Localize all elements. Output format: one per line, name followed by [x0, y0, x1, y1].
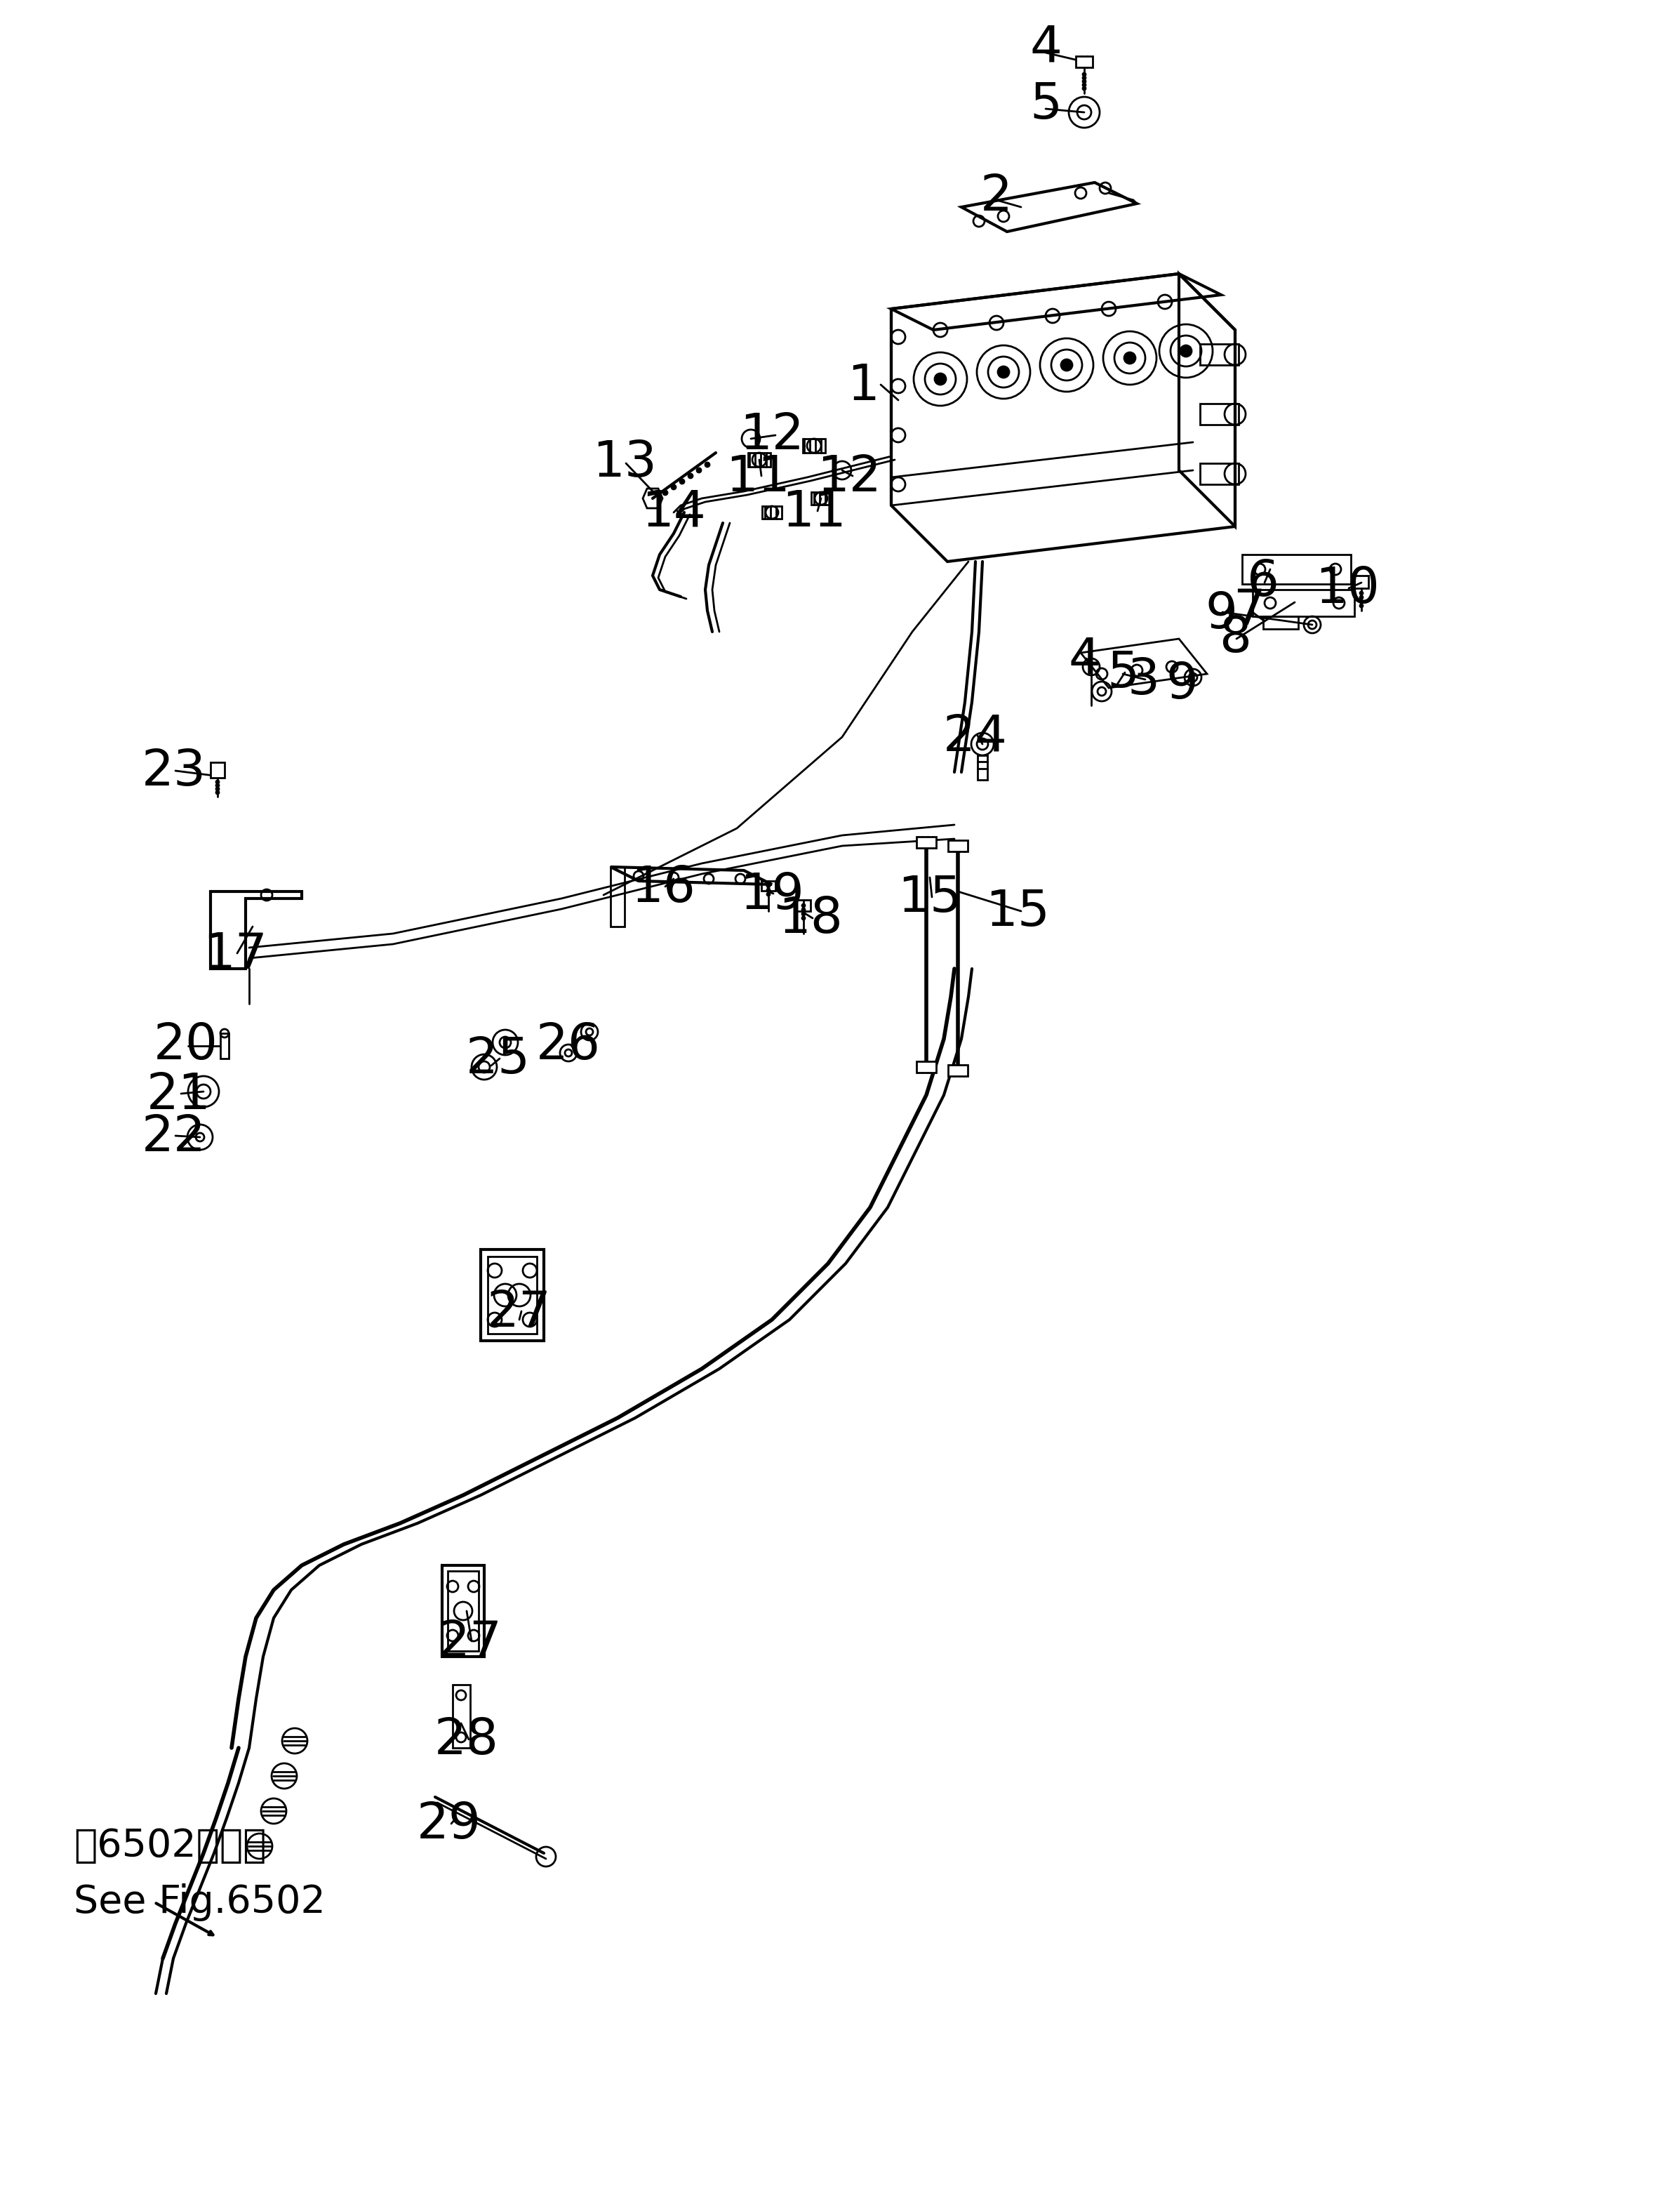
Bar — [480, 1249, 544, 1341]
Circle shape — [664, 490, 667, 494]
Text: 3: 3 — [1127, 656, 1159, 705]
Circle shape — [768, 893, 769, 895]
Bar — [796, 899, 810, 910]
Circle shape — [1181, 346, 1191, 357]
Text: 1: 1 — [847, 361, 879, 411]
Circle shape — [1361, 604, 1362, 608]
Bar — [1253, 589, 1354, 617]
Text: 23: 23 — [141, 748, 207, 796]
Circle shape — [689, 475, 692, 477]
Circle shape — [217, 788, 218, 790]
Bar — [220, 1033, 228, 1059]
Bar — [487, 1256, 538, 1335]
Bar — [1242, 554, 1351, 584]
Text: 27: 27 — [487, 1289, 551, 1337]
Circle shape — [1361, 595, 1362, 600]
Text: 9: 9 — [1166, 661, 1198, 709]
Text: 24: 24 — [942, 713, 1008, 761]
Text: 18: 18 — [778, 895, 843, 943]
Circle shape — [1084, 81, 1085, 83]
Circle shape — [1124, 352, 1136, 363]
Circle shape — [801, 904, 805, 908]
Bar — [1075, 57, 1092, 68]
Bar — [748, 453, 771, 466]
Text: 2: 2 — [981, 173, 1013, 221]
Bar — [210, 761, 225, 777]
Bar — [948, 1066, 968, 1076]
Bar — [1200, 344, 1238, 365]
Text: 12: 12 — [816, 453, 882, 501]
Text: 4: 4 — [1030, 24, 1062, 72]
Text: 13: 13 — [593, 440, 657, 488]
Circle shape — [1084, 72, 1085, 77]
Text: 14: 14 — [642, 488, 706, 536]
Circle shape — [697, 468, 701, 473]
Text: 10: 10 — [1315, 565, 1379, 615]
Bar — [917, 836, 936, 849]
Circle shape — [1062, 359, 1072, 370]
Bar — [452, 1685, 470, 1748]
Text: 9: 9 — [1205, 591, 1236, 639]
Text: 8: 8 — [1220, 615, 1252, 663]
Text: 15: 15 — [897, 875, 963, 923]
Text: See Fig.6502: See Fig.6502 — [74, 1884, 326, 1921]
Circle shape — [801, 908, 805, 910]
Circle shape — [1084, 77, 1085, 79]
Circle shape — [768, 888, 769, 891]
Circle shape — [1361, 591, 1362, 595]
Circle shape — [801, 912, 805, 915]
Text: 22: 22 — [141, 1114, 207, 1162]
Text: 15: 15 — [984, 888, 1050, 936]
Text: 19: 19 — [739, 871, 805, 919]
Circle shape — [934, 374, 946, 385]
Text: 11: 11 — [726, 453, 790, 501]
Circle shape — [801, 917, 805, 919]
Text: 25: 25 — [465, 1035, 531, 1085]
Text: 17: 17 — [203, 930, 267, 978]
Bar — [803, 440, 825, 453]
Text: 21: 21 — [146, 1070, 212, 1120]
Text: 4: 4 — [1068, 637, 1100, 685]
Bar — [1200, 403, 1238, 424]
Bar — [811, 492, 832, 505]
Bar — [1354, 575, 1369, 589]
Circle shape — [672, 486, 675, 490]
Bar — [761, 882, 776, 891]
Text: 5: 5 — [1107, 650, 1139, 698]
Text: 12: 12 — [739, 411, 805, 459]
Text: 6: 6 — [1247, 558, 1278, 606]
Bar — [447, 1571, 479, 1652]
Text: 28: 28 — [435, 1718, 499, 1766]
Text: 26: 26 — [536, 1022, 601, 1070]
Bar — [763, 505, 781, 519]
Text: 29: 29 — [417, 1801, 482, 1849]
Circle shape — [680, 479, 684, 484]
Text: 11: 11 — [781, 488, 847, 536]
Bar — [1200, 464, 1238, 484]
Circle shape — [1084, 83, 1085, 85]
Bar — [978, 755, 988, 779]
Text: 5: 5 — [1030, 81, 1062, 129]
Bar — [948, 840, 968, 851]
Circle shape — [706, 462, 709, 466]
Text: 20: 20 — [155, 1022, 218, 1070]
Bar — [917, 1061, 936, 1072]
Circle shape — [1361, 600, 1362, 604]
Bar — [1263, 617, 1299, 628]
Circle shape — [768, 884, 769, 888]
Circle shape — [217, 781, 218, 783]
Text: 第6502図参照: 第6502図参照 — [74, 1827, 265, 1864]
Circle shape — [217, 792, 218, 794]
Bar — [442, 1564, 484, 1656]
Text: 16: 16 — [632, 864, 696, 912]
Text: 7: 7 — [1233, 586, 1265, 635]
Circle shape — [998, 365, 1010, 379]
Text: 27: 27 — [438, 1619, 502, 1667]
Circle shape — [217, 783, 218, 788]
Circle shape — [1084, 88, 1085, 90]
